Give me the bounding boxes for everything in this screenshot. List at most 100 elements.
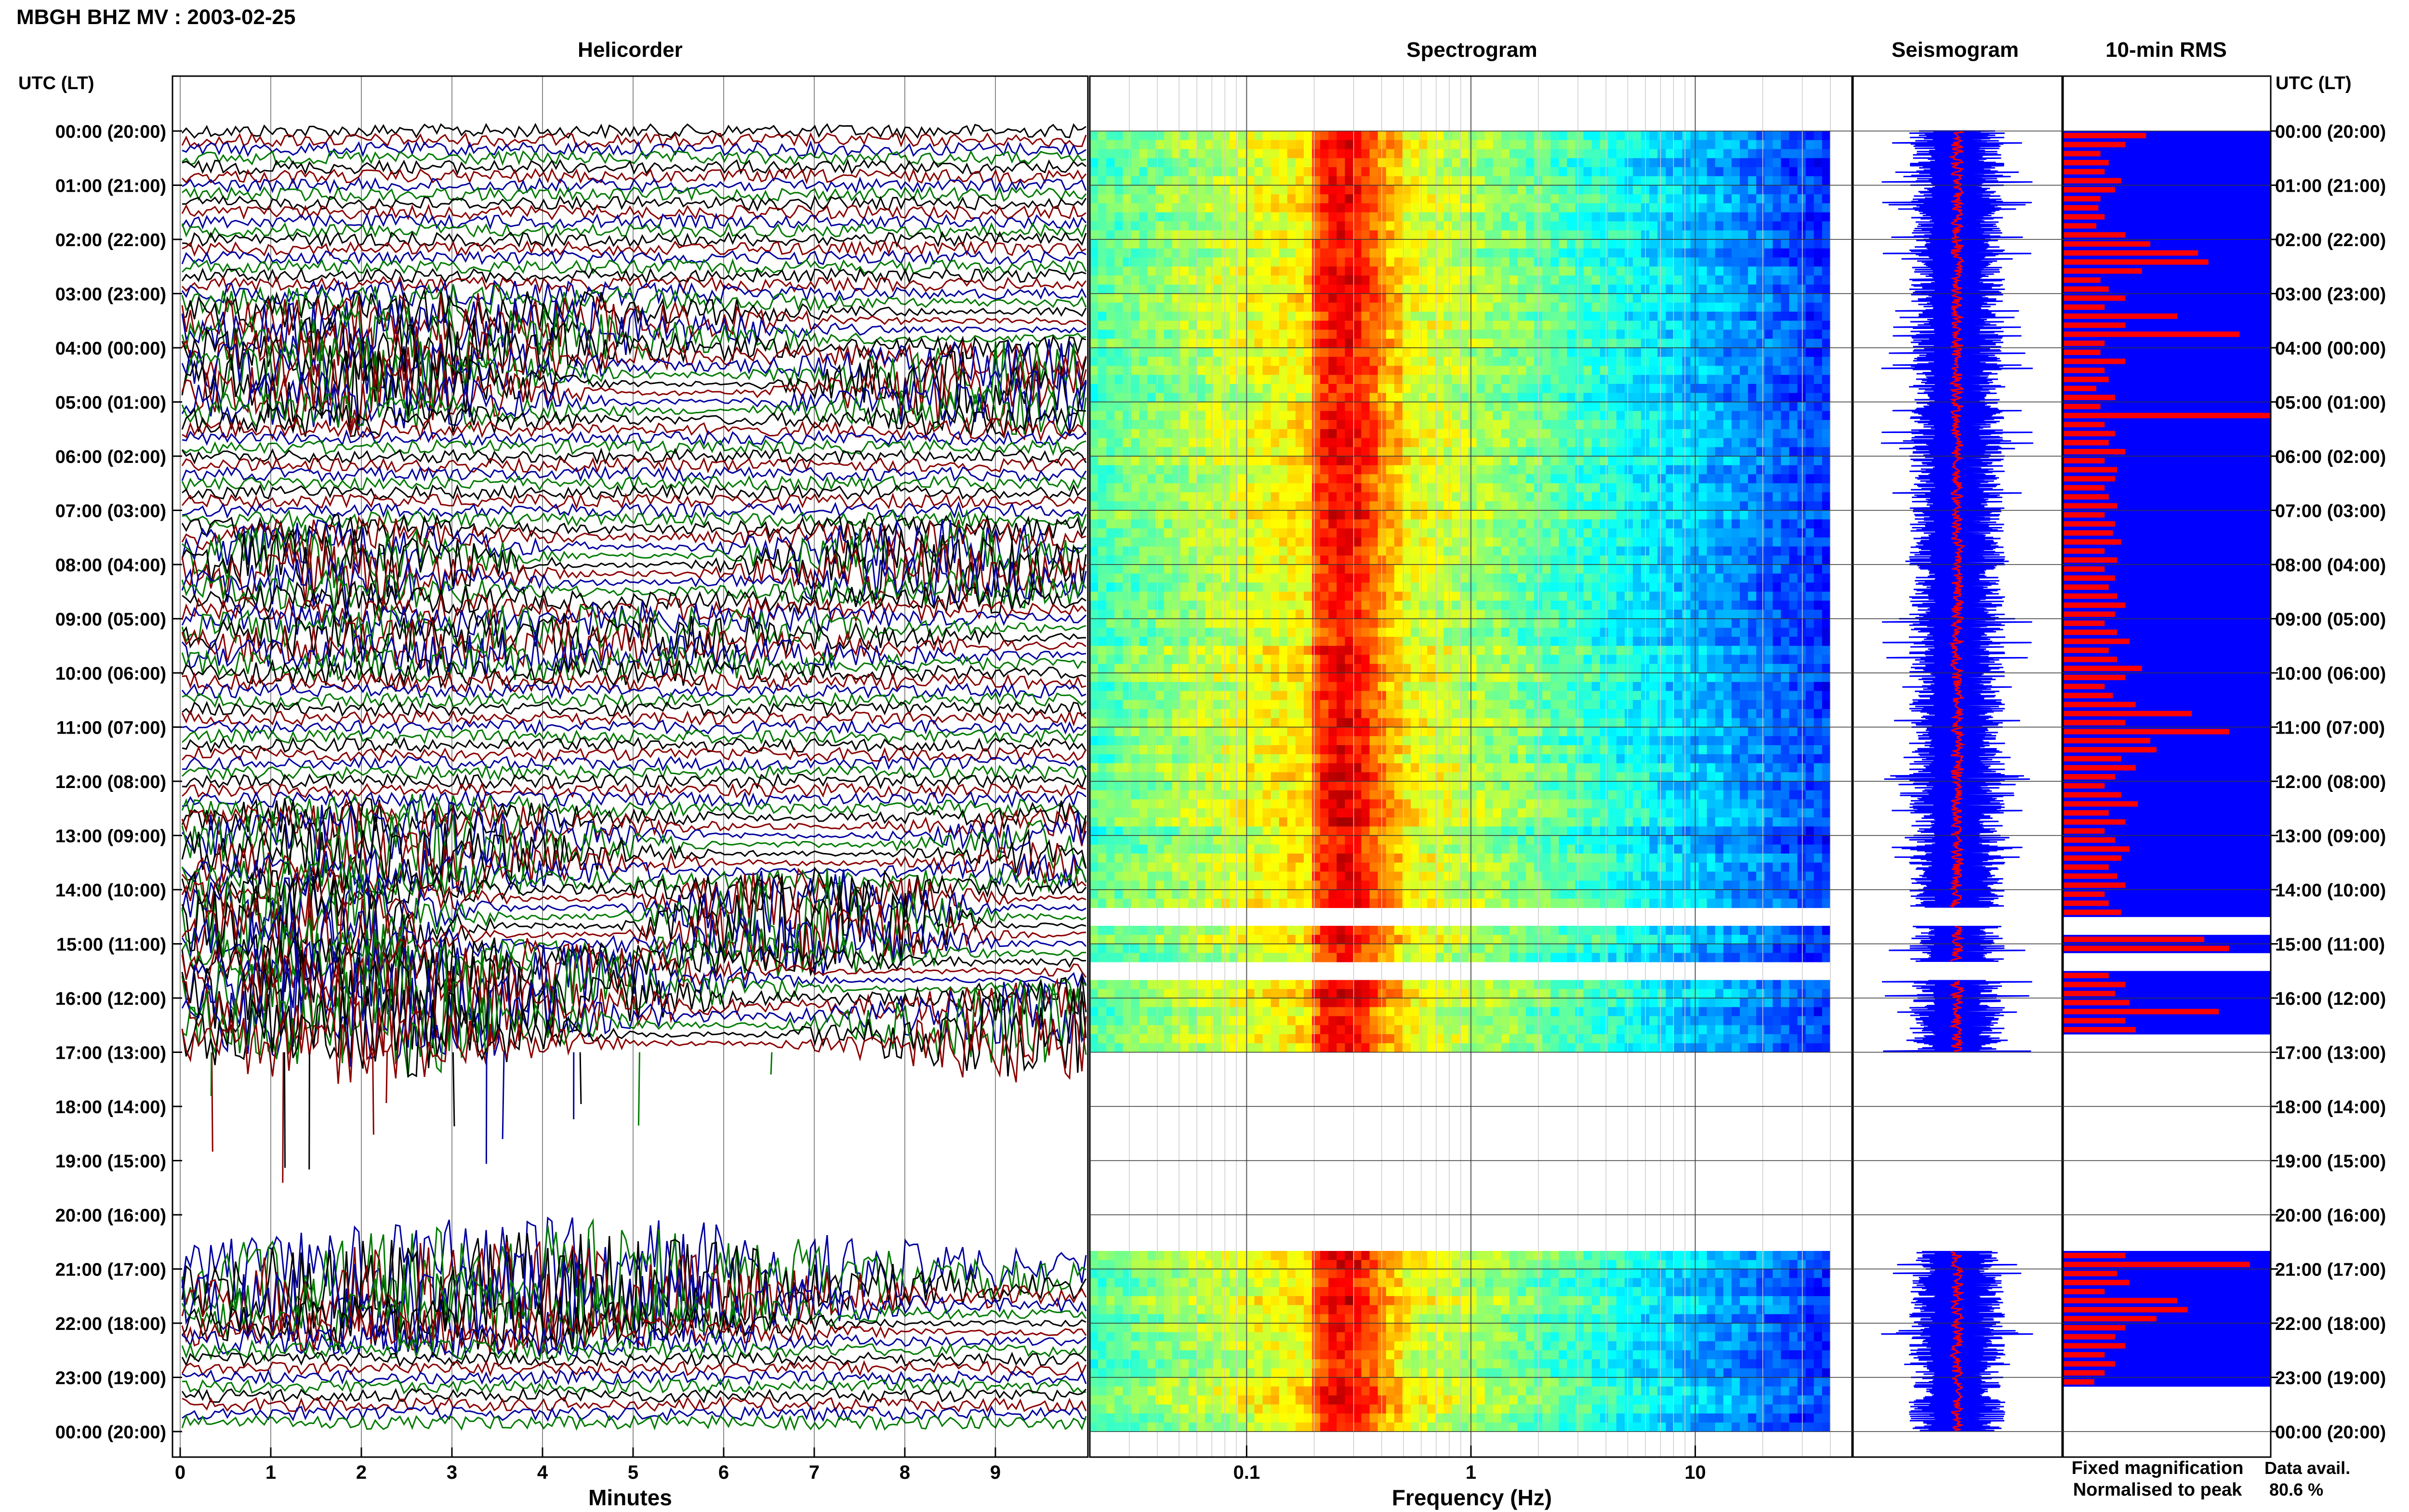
spectrogram-cell <box>1386 293 1395 303</box>
spectrogram-cell <box>1625 546 1633 556</box>
spectrogram-cell <box>1723 601 1732 610</box>
spectrogram-cell <box>1600 293 1609 303</box>
spectrogram-cell <box>1155 429 1165 439</box>
spectrogram-cell <box>1591 429 1601 439</box>
spectrogram-cell <box>1271 329 1280 339</box>
spectrogram-cell <box>1205 212 1214 222</box>
spectrogram-cell <box>1484 555 1494 565</box>
spectrogram-cell <box>1337 555 1345 565</box>
spectrogram-cell <box>1559 582 1568 592</box>
spectrogram-cell <box>1279 293 1288 303</box>
spectrogram-cell <box>1419 248 1428 258</box>
spectrogram-cell <box>1139 393 1148 403</box>
spectrogram-cell <box>1476 221 1485 231</box>
spectrogram-cell <box>1304 312 1312 321</box>
spectrogram-cell <box>1320 592 1329 601</box>
spectrogram-cell <box>1567 510 1576 520</box>
helicorder-trace <box>181 267 1086 284</box>
spectrogram-cell <box>1698 555 1707 565</box>
spectrogram-cell <box>1567 320 1576 330</box>
spectrogram-cell <box>1542 149 1551 158</box>
spectrogram-cell <box>1657 221 1666 231</box>
spectrogram-cell <box>1542 492 1551 502</box>
spectrogram-cell <box>1633 411 1641 421</box>
spectrogram-cell <box>1443 329 1452 339</box>
spectrogram-cell <box>1279 609 1288 619</box>
spectrogram-cell <box>1090 519 1099 529</box>
spectrogram-cell <box>1427 185 1436 195</box>
spectrogram-cell <box>1377 447 1387 457</box>
spectrogram-cell <box>1518 284 1526 294</box>
spectrogram-cell <box>1262 582 1271 592</box>
spectrogram-cell <box>1221 582 1230 592</box>
spectrogram-cell <box>1468 329 1477 339</box>
spectrogram-cell <box>1518 131 1526 141</box>
spectrogram-cell <box>1484 501 1494 511</box>
spectrogram-cell <box>1674 339 1683 348</box>
spectrogram-cell <box>1501 474 1510 484</box>
spectrogram-cell <box>1698 510 1707 520</box>
spectrogram-cell <box>1501 375 1510 384</box>
spectrogram-cell <box>1090 257 1099 267</box>
spectrogram-cell <box>1732 366 1740 375</box>
spectrogram-cell <box>1526 411 1535 421</box>
spectrogram-cell <box>1377 375 1387 384</box>
spectrogram-cell <box>1822 537 1831 547</box>
spectrogram-cell <box>1674 411 1683 421</box>
spectrogram-cell <box>1361 411 1370 421</box>
spectrogram-cell <box>1353 465 1362 475</box>
spectrogram-cell <box>1813 329 1823 339</box>
spectrogram-cell <box>1764 465 1773 475</box>
spectrogram-cell <box>1559 203 1568 213</box>
spectrogram-cell <box>1197 284 1205 294</box>
spectrogram-cell <box>1197 276 1205 285</box>
spectrogram-cell <box>1386 528 1395 538</box>
spectrogram-cell <box>1147 257 1156 267</box>
spectrogram-cell <box>1550 320 1559 330</box>
spectrogram-cell <box>1353 528 1362 538</box>
spectrogram-cell <box>1369 402 1378 411</box>
spectrogram-cell <box>1164 356 1173 367</box>
spectrogram-cell <box>1213 140 1222 150</box>
spectrogram-cell <box>1748 393 1757 403</box>
spectrogram-cell <box>1460 420 1469 430</box>
spectrogram-cell <box>1583 465 1592 475</box>
spectrogram-cell <box>1197 537 1205 547</box>
spectrogram-cell <box>1484 492 1494 502</box>
spectrogram-cell <box>1345 293 1354 303</box>
spectrogram-cell <box>1262 420 1271 430</box>
spectrogram-cell <box>1723 230 1732 240</box>
spectrogram-cell <box>1526 194 1535 204</box>
spectrogram-cell <box>1320 329 1329 339</box>
spectrogram-cell <box>1625 302 1633 312</box>
spectrogram-cell <box>1600 510 1609 520</box>
spectrogram-cell <box>1254 501 1263 511</box>
spectrogram-cell <box>1114 149 1123 158</box>
spectrogram-cell <box>1773 329 1781 339</box>
spectrogram-cell <box>1509 384 1518 394</box>
spectrogram-cell <box>1518 167 1526 177</box>
spectrogram-cell <box>1600 438 1609 447</box>
spectrogram-cell <box>1493 411 1502 421</box>
spectrogram-cell <box>1484 194 1494 204</box>
spectrogram-cell <box>1715 230 1724 240</box>
spectrogram-cell <box>1402 483 1411 493</box>
spectrogram-cell <box>1139 465 1148 475</box>
spectrogram-cell <box>1238 203 1247 213</box>
spectrogram-cell <box>1320 438 1329 447</box>
spectrogram-cell <box>1337 149 1345 158</box>
spectrogram-cell <box>1707 492 1716 502</box>
spectrogram-cell <box>1732 429 1740 439</box>
spectrogram-cell <box>1246 131 1255 141</box>
spectrogram-cell <box>1526 176 1535 186</box>
spectrogram-cell <box>1443 212 1452 222</box>
spectrogram-cell <box>1625 276 1633 285</box>
spectrogram-cell <box>1377 221 1387 231</box>
spectrogram-cell <box>1155 420 1165 430</box>
spectrogram-cell <box>1797 276 1806 285</box>
spectrogram-cell <box>1575 131 1584 141</box>
spectrogram-cell <box>1591 257 1601 267</box>
spectrogram-cell <box>1180 356 1189 367</box>
spectrogram-cell <box>1205 582 1214 592</box>
spectrogram-cell <box>1575 393 1584 403</box>
